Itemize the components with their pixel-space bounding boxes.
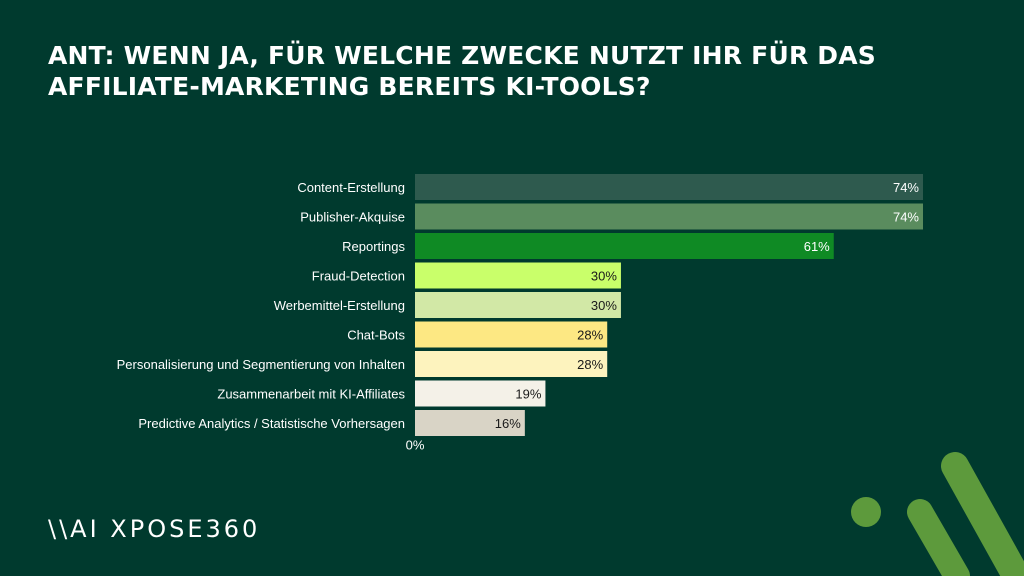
value-label-3: 61% xyxy=(804,239,830,254)
value-label-4: 30% xyxy=(591,269,617,284)
category-label-3: Reportings xyxy=(342,239,405,254)
value-label-8: 19% xyxy=(515,387,541,402)
value-label-6: 28% xyxy=(577,328,603,343)
value-label-1: 74% xyxy=(893,180,919,195)
decor-circle xyxy=(851,497,881,527)
category-label-4: Fraud-Detection xyxy=(312,269,405,284)
category-label-7: Personalisierung und Segmentierung von I… xyxy=(117,357,405,372)
bar-9 xyxy=(415,410,525,436)
category-label-8: Zusammenarbeit mit KI-Affiliates xyxy=(217,387,405,402)
bar-3 xyxy=(415,233,834,259)
category-label-2: Publisher-Akquise xyxy=(300,210,405,225)
category-label-5: Werbemittel-Erstellung xyxy=(274,298,405,313)
category-label-9: Predictive Analytics / Statistische Vorh… xyxy=(138,416,405,431)
brand-logo: \\AI XPOSE360 xyxy=(48,515,261,543)
value-label-5: 30% xyxy=(591,298,617,313)
decor-stripe-short xyxy=(907,499,970,576)
bar-7 xyxy=(415,351,608,377)
chart-title: ANT: WENN JA, FÜR WELCHE ZWECKE NUTZT IH… xyxy=(48,40,948,102)
value-label-2: 74% xyxy=(893,210,919,225)
bar-5 xyxy=(415,292,621,318)
chart-title-line-2: AFFILIATE-MARKETING BEREITS KI-TOOLS? xyxy=(48,72,651,101)
bar-1 xyxy=(415,174,923,200)
chart-title-line-1: ANT: WENN JA, FÜR WELCHE ZWECKE NUTZT IH… xyxy=(48,41,877,70)
category-label-6: Chat-Bots xyxy=(347,328,405,343)
x-tick-label: 0% xyxy=(406,438,425,453)
value-label-7: 28% xyxy=(577,357,603,372)
bar-4 xyxy=(415,262,621,289)
bar-6 xyxy=(415,321,608,348)
bar-8 xyxy=(415,380,546,407)
decor-stripe-long xyxy=(941,452,1024,576)
value-label-9: 16% xyxy=(495,416,521,431)
category-label-1: Content-Erstellung xyxy=(297,180,405,195)
bar-2 xyxy=(415,203,923,230)
